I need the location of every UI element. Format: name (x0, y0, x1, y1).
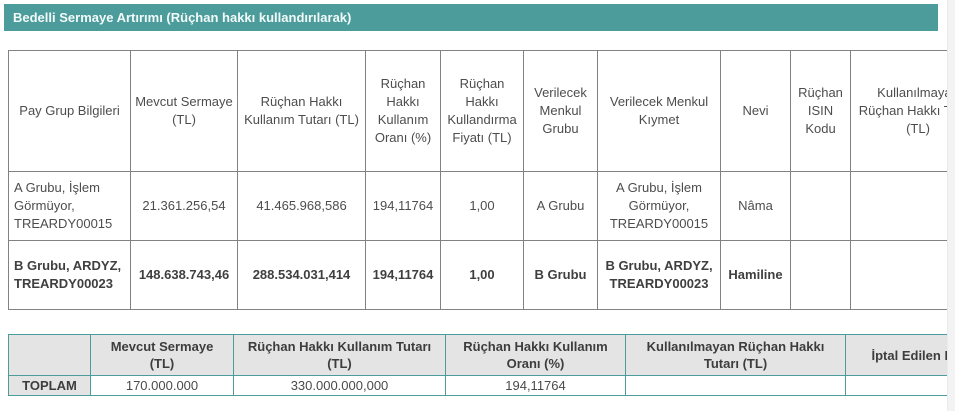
section-title-bar: Bedelli Sermaye Artırımı (Rüçhan hakkı k… (4, 4, 938, 31)
cell-mevcut-sermaye: 21.361.256,54 (130, 171, 238, 241)
section-title: Bedelli Sermaye Artırımı (Rüçhan hakkı k… (13, 10, 352, 25)
totals-header-iptal-edilen-tutar: İptal Edilen Pay Tutarı (TL) (845, 334, 949, 376)
totals-header-mevcut-sermaye: Mevcut Sermaye (TL) (90, 334, 234, 376)
header-mevcut-sermaye: Mevcut Sermaye (TL) (130, 50, 238, 172)
header-verilecek-menkul-grubu: Verilecek Menkul Grubu (523, 50, 598, 172)
header-ruchan-kullanim-tutari: Rüçhan Hakkı Kullanım Tutarı (TL) (237, 50, 366, 172)
capital-increase-table: Pay Grup Bilgileri Mevcut Sermaye (TL) R… (8, 50, 949, 310)
header-nevi: Nevi (720, 50, 791, 172)
totals-mevcut-sermaye: 170.000.000 (90, 375, 234, 396)
cell-menkul-grubu: A Grubu (523, 171, 598, 241)
totals-row: TOPLAM 170.000.000 330.000.000,000 194,1… (8, 375, 949, 396)
cell-kullanim-tutari: 41.465.968,586 (237, 171, 366, 241)
cell-isin-kodu (790, 171, 851, 241)
cell-nevi: Hamiline (720, 240, 791, 310)
table-area: Pay Grup Bilgileri Mevcut Sermaye (TL) R… (8, 50, 949, 411)
cell-pay-grup: A Grubu, İşlem Görmüyor, TREARDY00015 (8, 171, 131, 241)
table-row-b-grubu: B Grubu, ARDYZ, TREARDY00023 148.638.743… (8, 240, 949, 310)
cell-pay-grup: B Grubu, ARDYZ, TREARDY00023 (8, 240, 131, 310)
totals-header-kullanilmayan-tutar: Kullanılmayan Rüçhan Hakkı Tutarı (TL) (625, 334, 846, 376)
table-row-a-grubu: A Grubu, İşlem Görmüyor, TREARDY00015 21… (8, 171, 949, 241)
totals-kullanilmayan-tutar (625, 375, 846, 396)
totals-kullanim-tutari: 330.000.000,000 (233, 375, 446, 396)
cell-kullandirma-fiyati: 1,00 (440, 240, 524, 310)
cell-kullandirma-fiyati: 1,00 (440, 171, 524, 241)
cell-kullanim-orani: 194,11764 (365, 171, 441, 241)
totals-row-label: TOPLAM (8, 375, 91, 396)
cell-kullanim-orani: 194,11764 (365, 240, 441, 310)
main-table-header-row: Pay Grup Bilgileri Mevcut Sermaye (TL) R… (8, 50, 949, 172)
cell-isin-kodu (790, 240, 851, 310)
totals-iptal-edilen-tutar (845, 375, 949, 396)
cell-kullanim-tutari: 288.534.031,414 (237, 240, 366, 310)
header-ruchan-kullandirma-fiyati: Rüçhan Hakkı Kullandırma Fiyatı (TL) (440, 50, 524, 172)
cell-menkul-grubu: B Grubu (523, 240, 598, 310)
cell-menkul-kiymet: A Grubu, İşlem Görmüyor, TREARDY00015 (597, 171, 721, 241)
vertical-scrollbar[interactable] (947, 0, 955, 411)
totals-kullanim-orani: 194,11764 (445, 375, 626, 396)
cell-kullanilmayan-tutar (850, 240, 949, 310)
header-kullanilmayan-ruchan-tutari: Kullanılmayan Rüçhan Hakkı Tutarı (TL) (850, 50, 949, 172)
cell-nevi: Nâma (720, 171, 791, 241)
cell-kullanilmayan-tutar (850, 171, 949, 241)
totals-table: Mevcut Sermaye (TL) Rüçhan Hakkı Kullanı… (8, 334, 949, 396)
totals-header-kullanim-tutari: Rüçhan Hakkı Kullanım Tutarı (TL) (233, 334, 446, 376)
totals-corner-cell (8, 334, 91, 376)
header-verilecek-menkul-kiymet: Verilecek Menkul Kıymet (597, 50, 721, 172)
cell-menkul-kiymet: B Grubu, ARDYZ, TREARDY00023 (597, 240, 721, 310)
header-ruchan-kullanim-orani: Rüçhan Hakkı Kullanım Oranı (%) (365, 50, 441, 172)
header-ruchan-isin-kodu: Rüçhan ISIN Kodu (790, 50, 851, 172)
totals-header-row: Mevcut Sermaye (TL) Rüçhan Hakkı Kullanı… (8, 334, 949, 376)
totals-header-kullanim-orani: Rüçhan Hakkı Kullanım Oranı (%) (445, 334, 626, 376)
header-pay-grup-bilgileri: Pay Grup Bilgileri (8, 50, 131, 172)
cell-mevcut-sermaye: 148.638.743,46 (130, 240, 238, 310)
